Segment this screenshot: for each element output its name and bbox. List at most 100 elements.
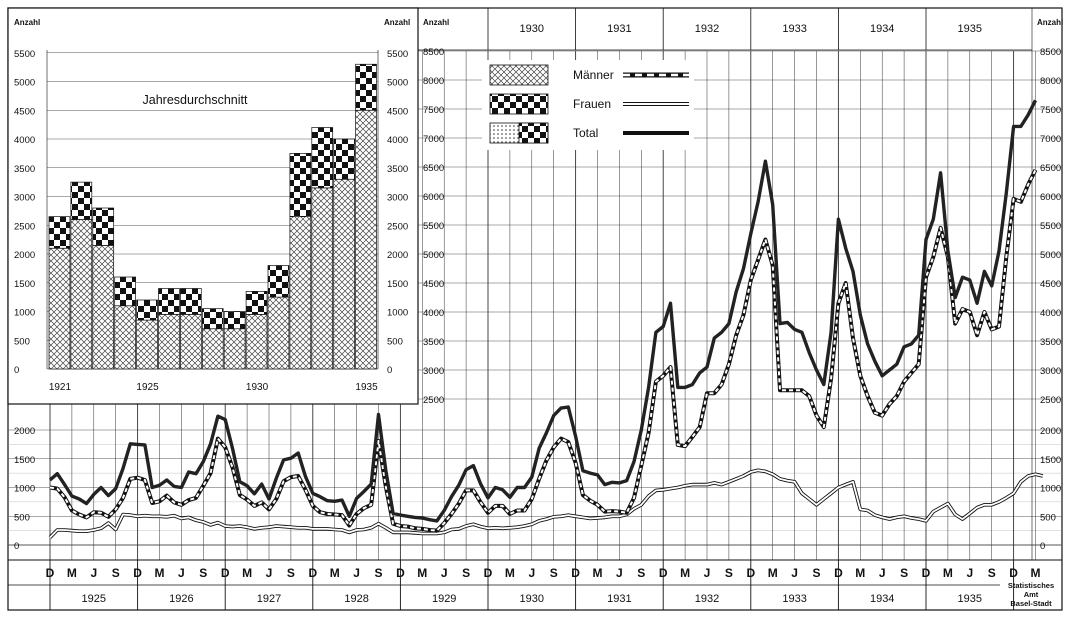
y-tick-right-upper: 5500 [1040, 221, 1061, 232]
x-month-label: D [46, 566, 55, 580]
y-tick-right-lower: 0 [1040, 541, 1045, 552]
inset-bar-frauen [267, 265, 290, 298]
x-year-label: 1935 [958, 593, 982, 605]
x-year-label: 1932 [695, 593, 719, 605]
inset-y-tick-right: 1000 [387, 308, 408, 319]
inset-y-tick-right: 1500 [387, 279, 408, 290]
x-month-label: J [528, 566, 535, 580]
y-tick-lower: 1500 [14, 455, 35, 466]
inset-bar-frauen [333, 138, 355, 180]
x-month-label: M [680, 566, 690, 580]
credit-line: Basel-Stadt [1010, 599, 1052, 608]
credit-line: Amt [1024, 590, 1039, 599]
legend-label: Total [573, 126, 598, 140]
x-month-label: D [571, 566, 580, 580]
inset-y-tick: 500 [14, 336, 30, 347]
header-year-label: 1934 [870, 23, 894, 35]
legend-swatch-part [518, 122, 549, 144]
inset-bar-maenner [136, 319, 158, 370]
label-layer: 1930 1931 1932 1933 1934 1935 0 500 1000 1500 2000… [14, 18, 1063, 608]
x-month-label: M [855, 566, 865, 580]
inset-bar-maenner [333, 178, 355, 370]
inset-y-tick-right: 3000 [387, 193, 408, 204]
y-tick-lower: 1000 [14, 484, 35, 495]
x-month-label: S [900, 566, 908, 580]
inset-y-tick: 4000 [14, 135, 35, 146]
y-tick-right-lower: 1000 [1040, 484, 1061, 495]
y-tick-right-upper: 4000 [1040, 308, 1061, 319]
y-tick-upper: 4000 [423, 308, 444, 319]
x-month-label: D [746, 566, 755, 580]
y-tick-upper: 5500 [423, 221, 444, 232]
x-month-label: J [791, 566, 798, 580]
x-month-label: J [616, 566, 623, 580]
inset-x-tick: 1930 [246, 382, 269, 393]
x-month-label: J [879, 566, 886, 580]
x-month-label: S [462, 566, 470, 580]
legend-swatch [489, 93, 549, 115]
inset-bar-frauen [70, 181, 93, 220]
header-year-label: 1930 [520, 23, 544, 35]
y-tick-right-upper: 6000 [1040, 192, 1061, 203]
inset-y-tick: 4500 [14, 106, 35, 117]
header-year-label: 1935 [958, 23, 982, 35]
inset-y-tick-right: 5000 [387, 78, 408, 89]
inset-bar-maenner [70, 219, 93, 370]
y-tick-right-upper: 6500 [1040, 163, 1061, 174]
x-month-label: M [417, 566, 427, 580]
x-month-label: J [966, 566, 973, 580]
x-year-label: 1928 [344, 593, 368, 605]
inset-y-tick: 3000 [14, 193, 35, 204]
header-year-label: 1931 [607, 23, 631, 35]
y-tick-upper: 4500 [423, 279, 444, 290]
y-tick-right-upper: 8500 [1040, 47, 1061, 58]
inset-bar-frauen [158, 288, 180, 315]
x-month-label: S [637, 566, 645, 580]
inset-bar-maenner [158, 314, 180, 370]
inset-y-tick: 5500 [14, 49, 35, 60]
inset-bar-frauen [223, 311, 246, 330]
x-year-label: 1933 [782, 593, 806, 605]
x-year-label: 1929 [432, 593, 456, 605]
x-month-label: M [155, 566, 165, 580]
y-tick-upper: 2500 [423, 395, 444, 406]
inset-bar-frauen [289, 153, 312, 217]
y-tick-upper: 8000 [423, 76, 444, 87]
inset-bar-frauen [245, 291, 268, 315]
x-year-label: 1930 [520, 593, 544, 605]
y-axis-label: Anzahl [423, 18, 449, 27]
inset-bar-maenner [223, 328, 246, 370]
x-month-label: D [484, 566, 493, 580]
inset-x-tick: 1921 [49, 382, 72, 393]
series-line-frauen-inner [49, 469, 1044, 539]
x-month-label: S [374, 566, 382, 580]
inset-bar-maenner [355, 109, 377, 370]
y-tick-upper: 5000 [423, 250, 444, 261]
x-month-label: D [1009, 566, 1018, 580]
inset-bar-maenner [114, 305, 136, 370]
y-tick-upper: 3500 [423, 337, 444, 348]
y-tick-upper: 6500 [423, 163, 444, 174]
x-month-label: D [834, 566, 843, 580]
inset-bar-frauen [201, 308, 224, 330]
header-year-label: 1932 [695, 23, 719, 35]
legend-swatch [489, 64, 549, 86]
x-month-label: S [199, 566, 207, 580]
y-tick-right-lower: 500 [1040, 512, 1056, 523]
inset-bar-maenner [48, 247, 71, 370]
grid-layer [7, 7, 1063, 611]
inset-bar-frauen [48, 216, 71, 249]
y-tick-upper: 7500 [423, 105, 444, 116]
series-line-maenner-dash [49, 169, 1037, 532]
y-tick-right-upper: 7500 [1040, 105, 1061, 116]
x-year-label: 1926 [169, 593, 193, 605]
inset-x-tick: 1935 [355, 382, 378, 393]
x-month-label: S [725, 566, 733, 580]
inset-y-tick-right: 2500 [387, 221, 408, 232]
inset-x-tick: 1925 [136, 382, 159, 393]
x-month-label: J [178, 566, 185, 580]
x-month-label: M [67, 566, 77, 580]
inset-bar-frauen [180, 288, 202, 315]
inset-bar-maenner [180, 314, 202, 370]
